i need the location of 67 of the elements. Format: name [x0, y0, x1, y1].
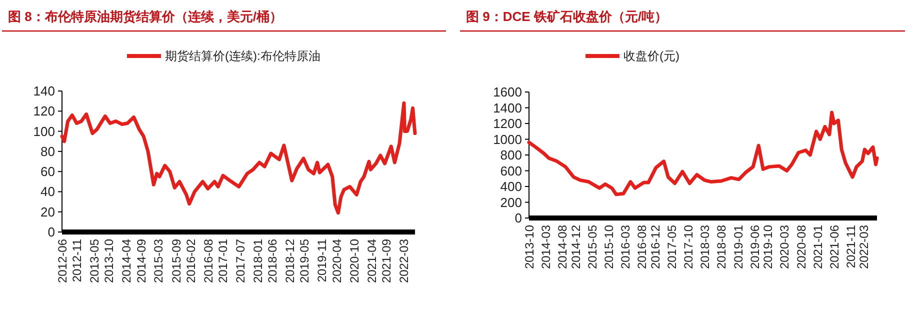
x-tick-label: 2018-08	[714, 224, 729, 270]
y-tick-label: 100	[33, 124, 55, 139]
x-tick-label: 2014-09	[134, 238, 148, 284]
x-tick-label: 2021-01	[811, 224, 826, 270]
x-tick-label: 2012-06	[56, 238, 70, 284]
x-tick-label: 2018-06	[266, 238, 280, 284]
x-tick-label: 2014-04	[120, 238, 134, 284]
y-tick-label: 1200	[493, 116, 522, 131]
x-tick-label: 2019-06	[748, 224, 762, 270]
x-tick-label: 2019-05	[298, 238, 312, 284]
y-tick-label: 0	[514, 210, 522, 226]
x-tick-label: 2021-06	[827, 224, 842, 270]
y-tick-label: 0	[48, 224, 55, 240]
x-tick-label: 2016-08	[635, 224, 650, 270]
x-tick-label: 2018-03	[698, 224, 712, 270]
x-tick-label: 2020-10	[347, 238, 362, 284]
x-tick-label: 2015-10	[602, 224, 616, 270]
x-tick-label: 2019-01	[731, 224, 746, 270]
x-tick-label: 2017-01	[216, 238, 230, 284]
x-tick-label: 2019-10	[761, 224, 776, 270]
x-tick-label: 2016-08	[201, 238, 216, 284]
y-tick-label: 60	[40, 164, 55, 180]
y-tick-label: 140	[33, 84, 55, 98]
y-tick-label: 1400	[493, 100, 522, 116]
x-tick-label: 2016-12	[648, 224, 663, 270]
x-tick-label: 2015-09	[169, 238, 184, 284]
x-tick-label: 2019-11	[315, 238, 330, 282]
x-tick-label: 2014-03	[538, 224, 553, 270]
x-tick-label: 2020-04	[330, 238, 344, 284]
y-tick-label: 40	[40, 184, 55, 200]
y-tick-label: 80	[40, 144, 55, 159]
x-tick-label: 2016-02	[184, 238, 198, 284]
chart-title: 图 8：布伦特原油期货结算价（连续，美元/桶）	[8, 9, 282, 24]
chart-title: 图 9：DCE 铁矿石收盘价（元/吨）	[466, 9, 668, 24]
legend-label: 期货结算价(连续):布伦特原油	[165, 49, 320, 63]
x-tick-label: 2020-03	[778, 224, 792, 270]
x-tick-label: 2013-10	[522, 224, 536, 270]
x-tick-label: 2014-08	[556, 224, 570, 270]
x-tick-label: 2016-03	[618, 224, 633, 270]
legend-label: 收盘价(元)	[624, 49, 680, 63]
y-tick-label: 600	[500, 163, 522, 178]
x-tick-label: 2013-10	[102, 238, 116, 284]
x-tick-label: 2012-11	[70, 238, 84, 282]
y-tick-label: 400	[500, 179, 522, 194]
x-tick-label: 2021-04	[364, 238, 379, 284]
x-tick-label: 2021-11	[844, 224, 858, 268]
x-tick-label: 2013-05	[88, 238, 102, 284]
line-series	[60, 101, 417, 215]
x-tick-label: 2021-09	[379, 238, 394, 284]
x-tick-label: 2017-10	[682, 224, 696, 270]
x-tick-label: 2017-07	[233, 238, 248, 284]
x-tick-label: 2018-01	[251, 238, 266, 284]
x-tick-label: 2018-12	[283, 238, 298, 284]
x-tick-label: 2015-03	[152, 238, 166, 284]
x-tick-label: 2022-03	[396, 238, 411, 284]
x-tick-label: 2017-05	[664, 224, 679, 270]
y-tick-label: 1600	[493, 84, 522, 100]
y-tick-label: 1000	[493, 132, 522, 147]
x-tick-label: 2022-03	[857, 224, 872, 270]
y-tick-label: 20	[40, 204, 55, 220]
x-tick-label: 2014-12	[568, 224, 583, 270]
y-tick-label: 120	[33, 104, 55, 119]
x-tick-label: 2015-05	[585, 224, 600, 270]
line-series	[527, 110, 879, 196]
y-tick-label: 200	[500, 194, 522, 210]
y-tick-label: 800	[500, 148, 522, 162]
x-tick-label: 2020-08	[794, 224, 808, 270]
